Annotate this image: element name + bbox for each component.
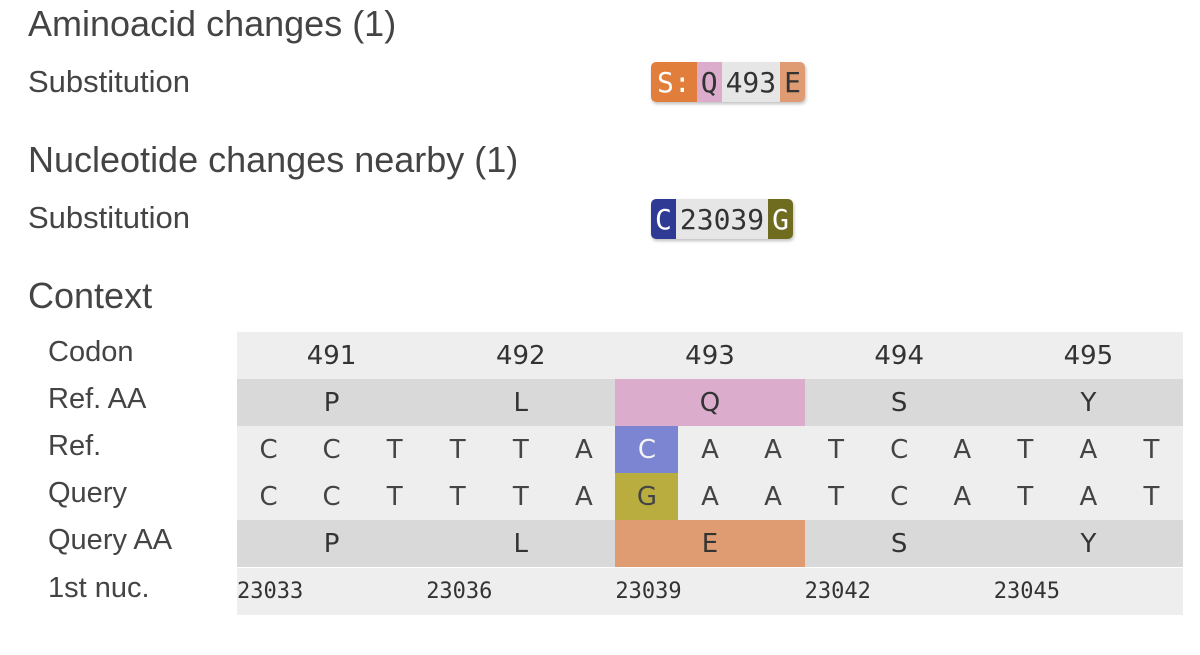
query-nuc-cell: T [1017,481,1034,512]
ref-nuc-cell: T [449,434,466,465]
codon-number: 493 [685,340,735,371]
query-aa-cell: E [615,520,805,567]
codon-number: 492 [495,340,546,371]
ref-nuc-cell: A [1079,434,1098,465]
ref-nuc-cell: A [574,434,593,465]
query-aa-cell: L [426,520,616,567]
query-aa: E [780,62,806,102]
aminoacid-changes-heading: Aminoacid changes (1) [28,3,397,44]
ref-aa-cell: S [804,379,994,426]
ref-nuc-cell: T [1017,434,1034,465]
nuc-position: 23039 [675,199,769,239]
codon-number: 494 [874,340,924,371]
query-nuc-cell: T [512,481,529,512]
gene-name: S: [651,62,697,102]
query-aa-cell: P [237,520,427,567]
ref-nuc-cell: T [512,434,529,465]
codon-number: 491 [306,340,357,371]
ref-nuc: C [651,199,676,239]
query-aa-cell: Y [993,520,1183,567]
ref-nuc-cell: C [322,434,341,465]
ref-row-label: Ref. [48,430,102,462]
first-nuc-position: 23033 [237,579,304,604]
nucleotide-changes-heading: Nucleotide changes nearby (1) [28,139,519,180]
query-nuc-cell: C [322,481,341,512]
codon-row: 491 492 493 494 495 [237,332,1183,379]
context-heading: Context [28,275,153,316]
codon-row-label: Codon [48,336,134,368]
query-nuc-cell: T [449,481,466,512]
ref-nuc-cell: T [828,434,845,465]
ref-aa-cell: Y [993,379,1183,426]
query-nuc-cell: A [1079,481,1098,512]
ref-aa: Q [696,62,722,102]
ref-nuc-cell: C [615,426,679,473]
ref-nuc-cell: T [1143,434,1160,465]
ref-nuc-cell: A [701,434,719,465]
aa-substitution-badge[interactable]: S: Q 493 E [651,62,806,102]
ref-nuc-cell: A [764,434,782,465]
query-nuc-cell: A [764,481,782,512]
ref-aa-cell: L [426,379,616,426]
codon-number: 495 [1063,340,1114,371]
aa-substitution-label: Substitution [28,64,190,99]
ref-nuc-cell: T [386,434,403,465]
query-nuc-cell: T [828,481,845,512]
aa-position: 493 [721,62,781,102]
ref-nuc-cell: C [259,434,278,465]
query-nuc-cell: A [953,481,972,512]
query-nuc-cell: G [615,473,679,520]
query-nuc-cell: T [1143,481,1160,512]
query-nuc: G [768,199,794,239]
first-nuc-position: 23036 [426,579,493,604]
query-row-label: Query [48,477,127,509]
ref-nuc-cell: C [890,434,909,465]
query-aa-cell: S [804,520,994,567]
ref-aa-row-label: Ref. AA [48,383,147,415]
query-nuc-cell: T [386,481,403,512]
first-nuc-position: 23042 [804,579,871,604]
query-nuc-cell: C [890,481,909,512]
first-nuc-row-label: 1st nuc. [48,572,150,604]
query-nuc-cell: C [259,481,278,512]
ref-aa-cell: Q [615,379,805,426]
nuc-substitution-label: Substitution [28,200,190,235]
query-nuc-cell: A [701,481,719,512]
first-nuc-position: 23039 [615,579,682,604]
query-aa-row-label: Query AA [48,524,173,556]
first-nuc-row: 23033 23036 23039 23042 23045 [237,568,1183,615]
first-nuc-position: 23045 [993,579,1061,604]
query-nuc-cell: A [574,481,593,512]
ref-aa-cell: P [237,379,427,426]
nuc-substitution-badge[interactable]: C 23039 G [651,199,794,239]
ref-nuc-cell: A [953,434,972,465]
